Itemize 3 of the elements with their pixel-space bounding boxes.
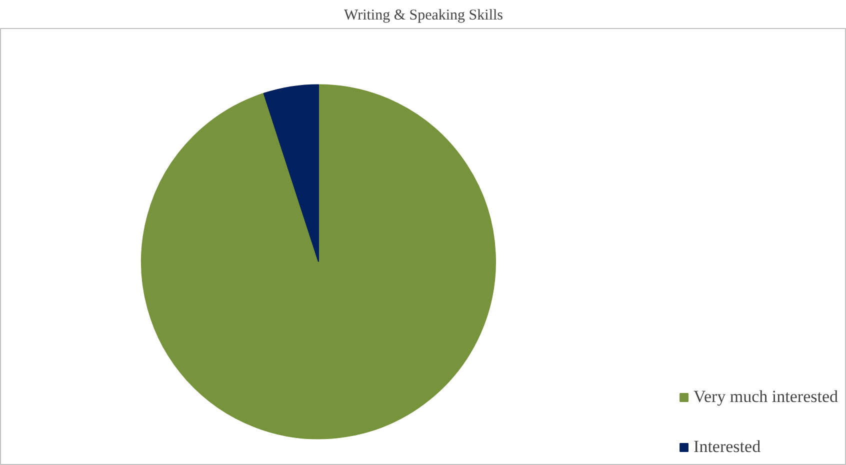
legend-label: Very much interested [694, 387, 838, 407]
chart-title: Writing & Speaking Skills [344, 8, 504, 24]
legend-label: Interested [694, 437, 761, 457]
